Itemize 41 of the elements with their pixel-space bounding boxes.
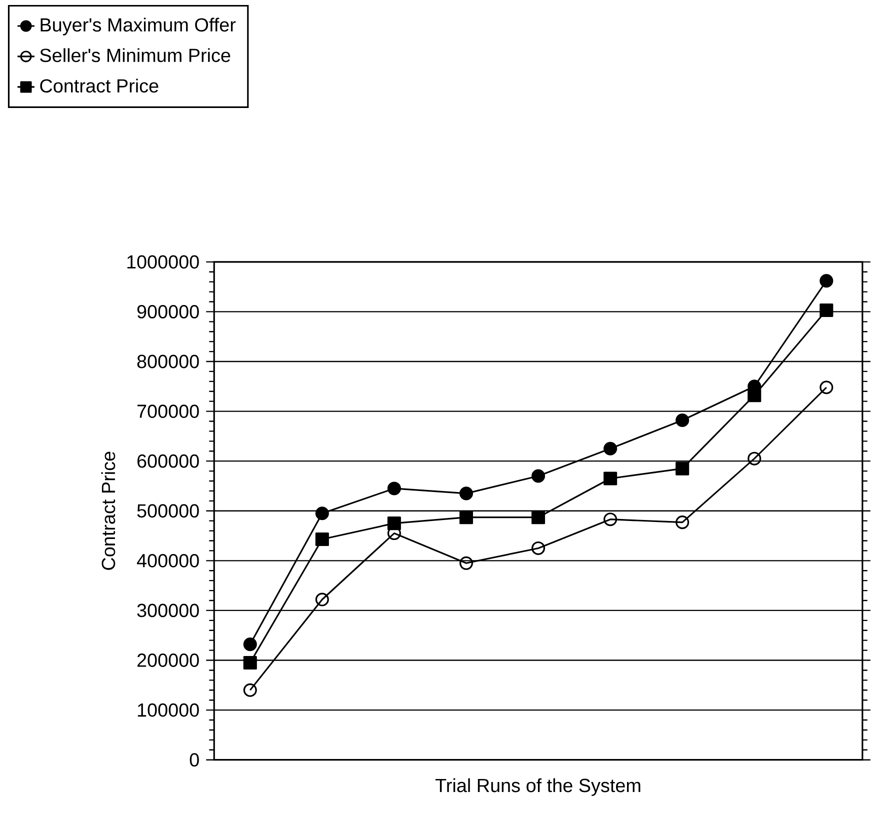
y-tick-label: 200000 xyxy=(137,654,199,668)
y-tick-label: 0 xyxy=(190,753,199,767)
point xyxy=(676,414,690,428)
point xyxy=(676,462,690,476)
point xyxy=(315,532,329,546)
point xyxy=(748,452,762,466)
point xyxy=(243,684,257,698)
point xyxy=(676,516,690,530)
y-tick-label: 400000 xyxy=(136,554,199,568)
y-tick-label: 800000 xyxy=(137,354,199,368)
point xyxy=(315,506,329,520)
point xyxy=(820,380,834,394)
legend-label: Buyer's Maximum Offer xyxy=(40,18,236,36)
y-tick-label: 100000 xyxy=(138,704,199,717)
legend-label: Contract Price xyxy=(40,78,158,93)
point xyxy=(820,304,834,318)
point xyxy=(459,556,474,570)
point xyxy=(820,274,834,288)
point xyxy=(459,510,474,524)
y-tick-label: 1000000 xyxy=(127,255,199,269)
point xyxy=(532,469,546,483)
point xyxy=(387,516,401,530)
x-axis-title: Trial Runs of the System xyxy=(435,778,640,796)
point xyxy=(532,542,546,556)
y-axis-title: Contract Price xyxy=(101,452,116,570)
point xyxy=(532,510,546,524)
point xyxy=(748,388,762,402)
legend-label: Seller's Minimum Price xyxy=(40,48,230,62)
y-tick-label: 500000 xyxy=(137,504,199,518)
y-tick-label: 700000 xyxy=(137,404,199,418)
point xyxy=(243,656,257,670)
point xyxy=(459,486,474,500)
y-tick-label: 300000 xyxy=(137,604,199,618)
point xyxy=(315,592,329,606)
point xyxy=(387,482,401,496)
y-tick-label: 600000 xyxy=(137,454,199,468)
point xyxy=(604,442,618,456)
point xyxy=(604,472,618,486)
point xyxy=(604,512,618,526)
point xyxy=(243,638,257,652)
y-tick-label: 900000 xyxy=(137,305,199,319)
